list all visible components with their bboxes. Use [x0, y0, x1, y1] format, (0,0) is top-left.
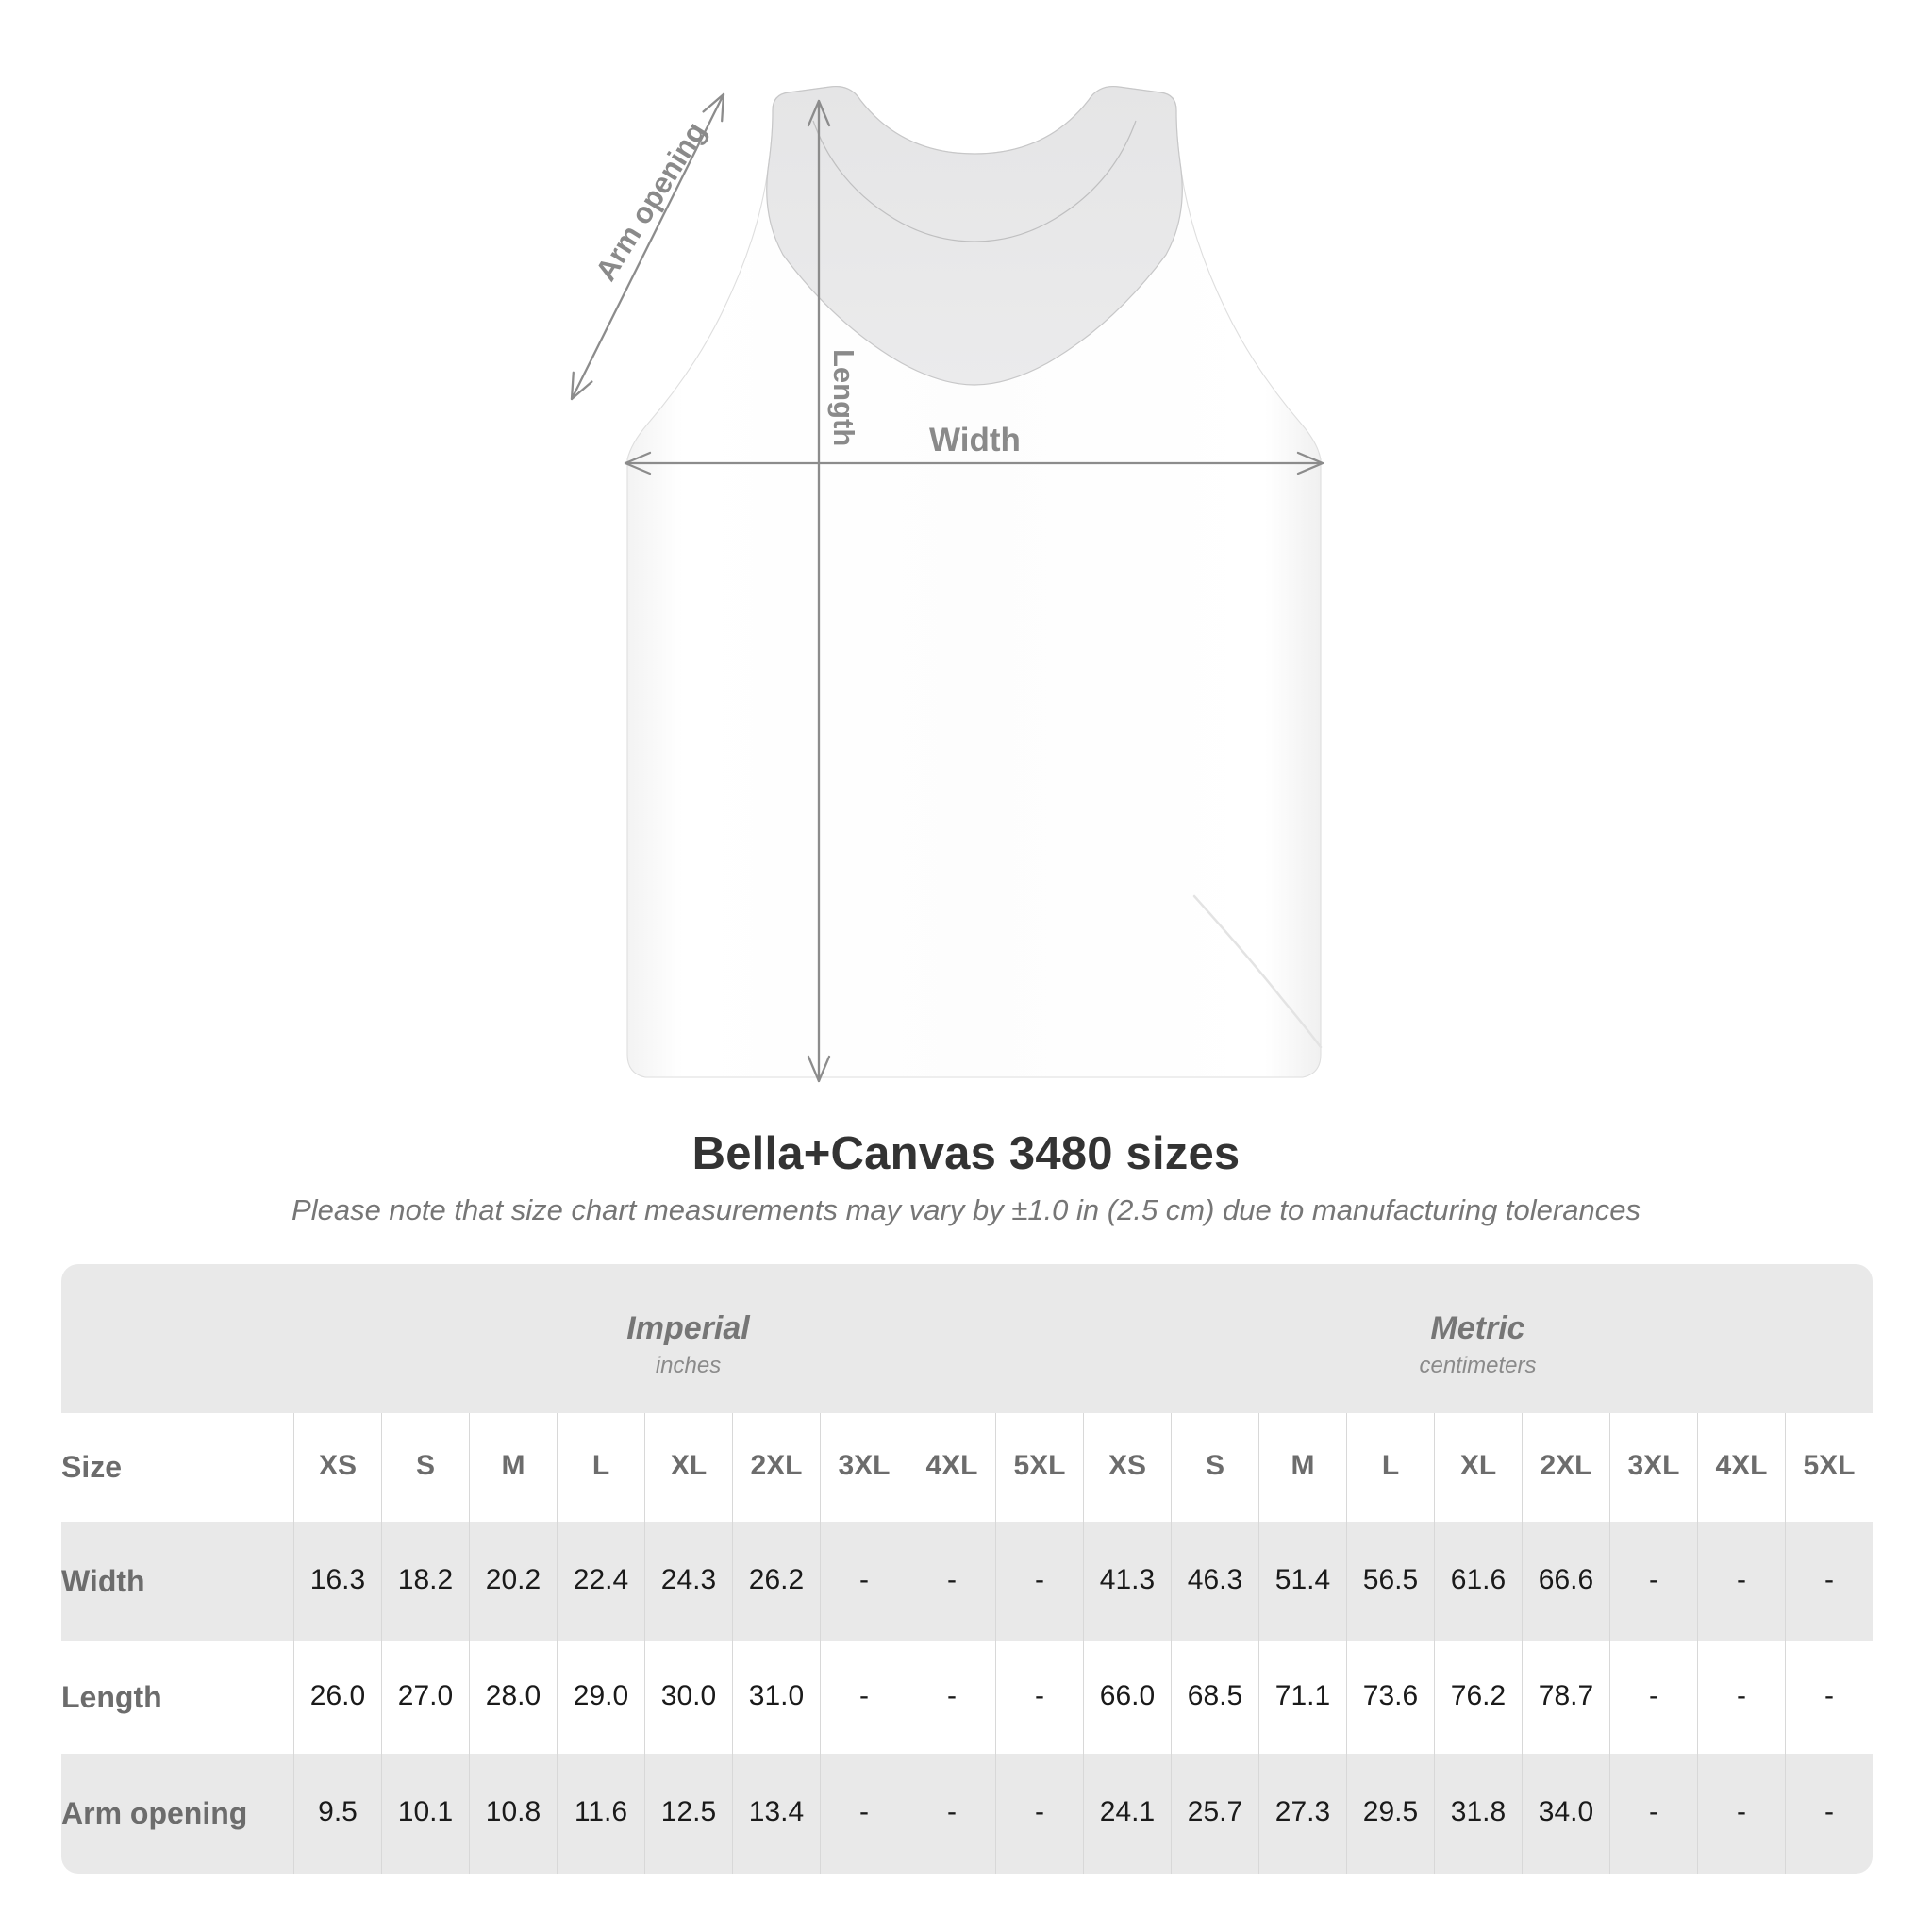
svg-text:Arm opening: Arm opening: [589, 116, 712, 287]
svg-text:Length: Length: [827, 349, 860, 446]
svg-text:Width: Width: [929, 422, 1021, 458]
